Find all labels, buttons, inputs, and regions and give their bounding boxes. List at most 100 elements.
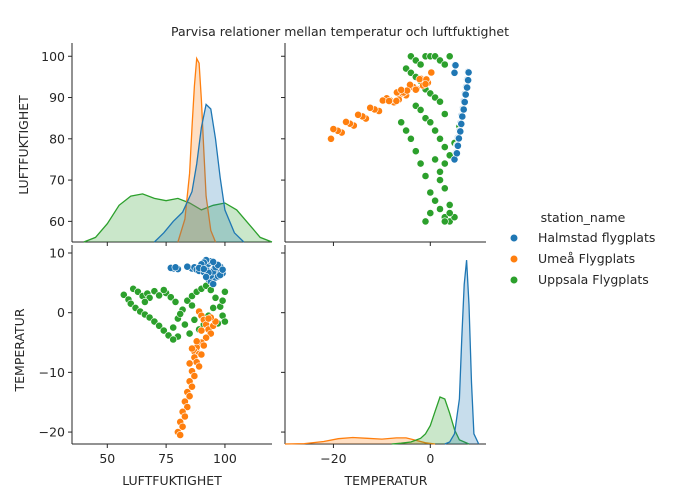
scatter-point bbox=[188, 382, 196, 391]
scatter-point bbox=[431, 93, 439, 102]
scatter-point bbox=[159, 326, 168, 335]
scatter-point bbox=[431, 196, 439, 205]
scatter-point bbox=[140, 297, 149, 306]
scatter-point bbox=[195, 362, 203, 371]
scatter-point bbox=[159, 286, 168, 294]
y-tick-label: 60 bbox=[49, 214, 65, 229]
scatter-point bbox=[440, 159, 449, 168]
scatter-point bbox=[436, 134, 444, 143]
scatter-point bbox=[220, 317, 229, 326]
scatter-point bbox=[185, 329, 194, 338]
scatter-point bbox=[183, 296, 192, 305]
scatter-point bbox=[176, 309, 185, 318]
y-tick-label: −10 bbox=[39, 365, 65, 380]
scatter-point bbox=[464, 76, 472, 85]
scatter-point bbox=[197, 350, 206, 359]
legend-marker bbox=[509, 233, 519, 243]
x-tick-label: −20 bbox=[320, 451, 346, 466]
scatter-point bbox=[185, 359, 194, 368]
x-tick-label: 50 bbox=[99, 451, 115, 466]
scatter-point bbox=[190, 315, 199, 324]
scatter-point bbox=[440, 60, 449, 69]
y-tick-label: 70 bbox=[49, 173, 65, 188]
scatter-point bbox=[199, 265, 208, 273]
legend-title: station_name bbox=[541, 210, 626, 225]
scatter-point bbox=[421, 217, 430, 226]
scatter-point bbox=[188, 301, 196, 310]
legend: station_name Halmstad flygplats Umeå Flygp… bbox=[509, 210, 655, 287]
scatter-point bbox=[190, 372, 199, 380]
scatter-point bbox=[366, 103, 375, 112]
kde-area bbox=[154, 104, 244, 243]
y-tick-label: −20 bbox=[39, 425, 65, 440]
scatter-point bbox=[461, 90, 470, 99]
scatter-point bbox=[456, 127, 465, 136]
scatter-point bbox=[436, 176, 444, 184]
legend-marker bbox=[509, 275, 519, 285]
scatter-point bbox=[416, 106, 425, 114]
x-axis-label: TEMPERATUR bbox=[344, 473, 428, 488]
scatter-point bbox=[426, 118, 435, 127]
x-tick-label: 0 bbox=[426, 451, 434, 466]
scatter-point bbox=[397, 118, 406, 127]
scatter-point bbox=[385, 97, 393, 105]
scatter-point bbox=[183, 403, 192, 411]
scatter-point bbox=[426, 188, 435, 197]
scatter-point bbox=[445, 200, 454, 209]
x-tick-label: 100 bbox=[213, 451, 237, 466]
scatter-point bbox=[192, 337, 201, 346]
scatter-point bbox=[453, 141, 462, 150]
scatter-point bbox=[445, 52, 454, 61]
scatter-point bbox=[204, 314, 213, 323]
scatter-point bbox=[169, 335, 178, 344]
scatter-point bbox=[155, 291, 163, 300]
kde-area bbox=[391, 397, 470, 444]
scatter-point bbox=[392, 97, 401, 105]
scatter-point bbox=[397, 86, 406, 94]
scatter-point bbox=[436, 205, 444, 213]
scatter-point bbox=[402, 126, 410, 135]
x-tick-label: 75 bbox=[158, 451, 174, 466]
scatter-point bbox=[426, 209, 435, 217]
scatter-point bbox=[327, 134, 335, 143]
scatter-point bbox=[464, 68, 473, 77]
scatter-point bbox=[211, 293, 220, 302]
scatter-point bbox=[452, 149, 461, 158]
scatter-point bbox=[176, 431, 185, 439]
scatter-point bbox=[197, 326, 206, 335]
scatter-point bbox=[421, 80, 430, 88]
scatter-point bbox=[180, 412, 189, 421]
chart-title: Parvisa relationer mellan temperatur och… bbox=[171, 24, 509, 39]
kde-line bbox=[444, 260, 480, 445]
scatter-point bbox=[436, 167, 444, 176]
scatter-point bbox=[454, 134, 463, 143]
legend-entry: Umeå Flygplats bbox=[538, 251, 635, 266]
y-tick-label: 100 bbox=[41, 49, 65, 64]
scatter-point bbox=[218, 296, 227, 305]
scatter-point bbox=[178, 422, 187, 431]
scatter-point bbox=[220, 287, 229, 296]
y-axis-label: TEMPERATUR bbox=[12, 308, 27, 392]
scatter-point bbox=[155, 321, 163, 330]
scatter-point bbox=[458, 112, 467, 121]
scatter-point bbox=[166, 293, 175, 302]
scatter-point bbox=[209, 303, 218, 312]
scatter-point bbox=[183, 262, 192, 271]
scatter-point bbox=[218, 265, 227, 274]
scatter-point bbox=[427, 68, 436, 77]
scatter-point bbox=[406, 134, 415, 143]
scatter-point bbox=[431, 126, 439, 135]
y-tick-label: 80 bbox=[49, 131, 65, 146]
scatter-point bbox=[436, 97, 444, 106]
scatter-point bbox=[440, 143, 449, 151]
scatter-point bbox=[188, 344, 196, 353]
y-axis-label: LUFTFUKTIGHET bbox=[16, 95, 31, 195]
scatter-point bbox=[431, 155, 439, 164]
scatter-point bbox=[354, 110, 362, 119]
scatter-point bbox=[171, 263, 180, 272]
scatter-point bbox=[180, 320, 189, 329]
scatter-point bbox=[342, 118, 350, 126]
kde-line bbox=[83, 193, 273, 243]
legend-marker bbox=[509, 254, 519, 264]
